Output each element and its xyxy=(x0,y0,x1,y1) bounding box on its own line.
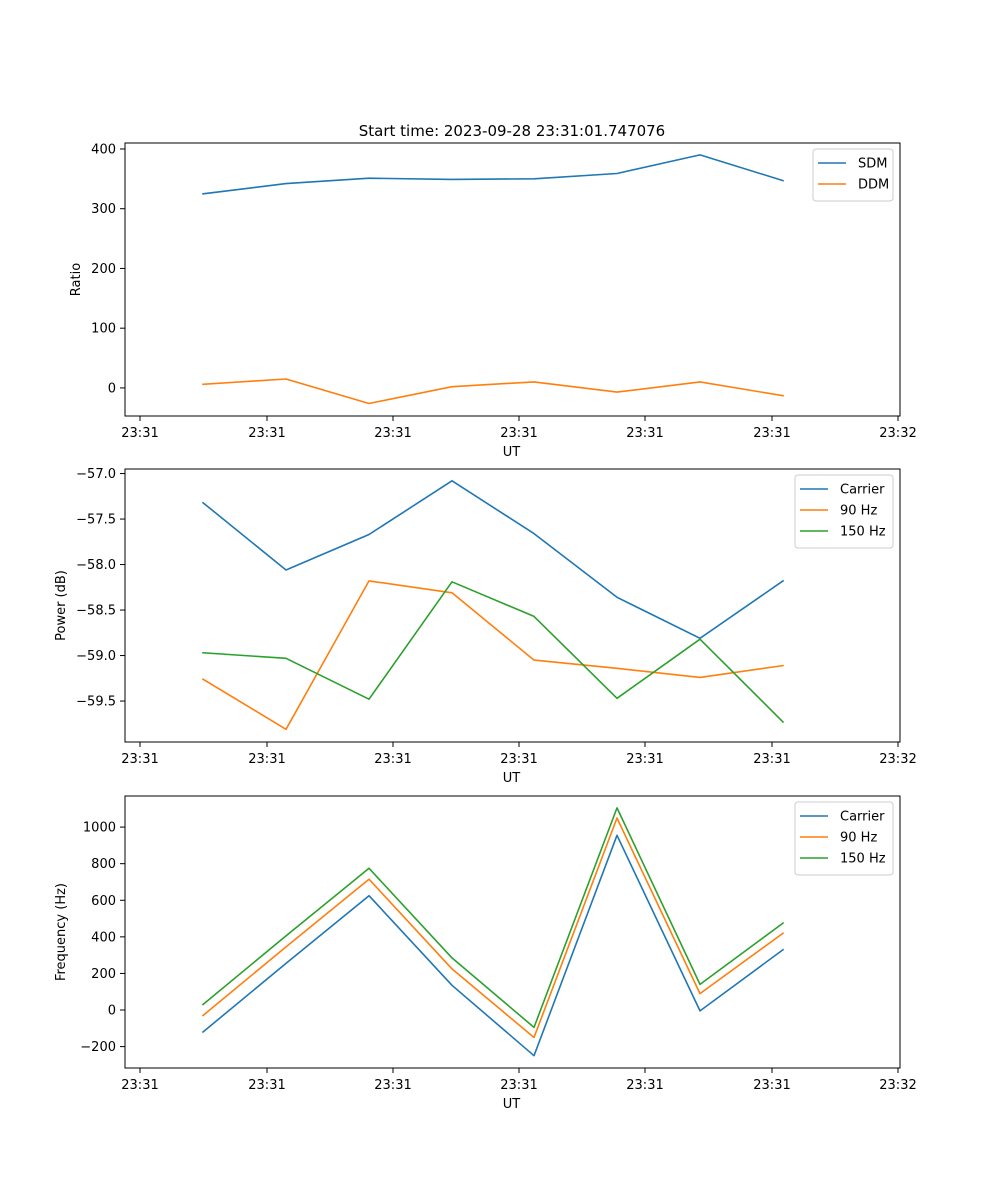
y-tick-label: 400 xyxy=(91,142,116,157)
y-tick-label: 800 xyxy=(91,857,116,872)
x-tick-label: 23:31 xyxy=(248,1078,285,1093)
y-tick-label: 0 xyxy=(108,1004,116,1019)
x-tick-label: 23:31 xyxy=(121,1078,158,1093)
y-tick-label: −58.0 xyxy=(76,558,116,573)
subplot-2: 23:31 23:31 23:31 23:31 23:31 23:31 23:32 −59.5… xyxy=(54,467,917,786)
legend: Carrier 90 Hz 150 Hz xyxy=(794,474,894,549)
legend-entry: DDM xyxy=(858,178,889,193)
legend-entry: SDM xyxy=(858,157,887,172)
x-tick-label: 23:31 xyxy=(248,426,285,441)
x-tick-label: 23:31 xyxy=(374,1078,411,1093)
series-line-carrier xyxy=(201,834,785,1057)
y-tick-label: −58.5 xyxy=(76,604,116,619)
subplot-1: 23:31 23:31 23:31 23:31 23:31 23:31 23:32 0 100 2… xyxy=(69,142,917,460)
x-tick-label: 23:31 xyxy=(374,426,411,441)
x-axis-label: UT xyxy=(503,1097,521,1112)
y-tick-label: 600 xyxy=(91,894,116,909)
y-tick-label: 100 xyxy=(91,322,116,337)
series-line-sdm xyxy=(202,154,785,195)
axes-frame xyxy=(124,795,901,1069)
legend: SDM DDM xyxy=(812,148,894,202)
y-axis-label: Ratio xyxy=(69,263,84,296)
legend-entry: Carrier xyxy=(840,483,885,498)
y-tick-label: −200 xyxy=(80,1040,116,1055)
legend-entry: 150 Hz xyxy=(840,525,886,540)
x-tick-label: 23:31 xyxy=(500,1078,537,1093)
x-axis-label: UT xyxy=(503,771,521,786)
x-tick-label: 23:31 xyxy=(753,1078,790,1093)
y-tick-label: 200 xyxy=(91,967,116,982)
figure-title: Start time: 2023-09-28 23:31:01.747076 xyxy=(359,122,665,140)
y-axis-label: Power (dB) xyxy=(54,570,69,641)
x-tick-label: 23:31 xyxy=(626,752,663,767)
y-tick-label: 0 xyxy=(108,381,116,396)
x-tick-label: 23:31 xyxy=(121,752,158,767)
legend-box xyxy=(812,148,894,202)
x-tick-label: 23:31 xyxy=(500,752,537,767)
x-tick-label: 23:31 xyxy=(374,752,411,767)
legend-entry: 150 Hz xyxy=(840,852,886,867)
legend: Carrier 90 Hz 150 Hz xyxy=(794,801,894,876)
x-axis-label: UT xyxy=(503,445,521,460)
series-line-carrier xyxy=(201,479,785,640)
x-tick-label: 23:32 xyxy=(879,1078,916,1093)
x-tick-label: 23:31 xyxy=(753,752,790,767)
x-tick-label: 23:31 xyxy=(248,752,285,767)
y-tick-label: 200 xyxy=(91,262,116,277)
legend-entry: 90 Hz xyxy=(840,831,877,846)
subplots: 23:31 23:31 23:31 23:31 23:31 23:31 23:32 0 100 2… xyxy=(54,142,917,1112)
x-tick-label: 23:32 xyxy=(879,426,916,441)
y-tick-label: 1000 xyxy=(83,821,116,836)
legend-entry: 90 Hz xyxy=(840,504,877,519)
legend-box xyxy=(794,801,894,876)
x-tick-label: 23:31 xyxy=(626,426,663,441)
legend-box xyxy=(794,474,894,549)
x-tick-label: 23:32 xyxy=(879,752,916,767)
subplot-3: 23:31 23:31 23:31 23:31 23:31 23:31 23:32 −200 0… xyxy=(54,795,917,1112)
axes-frame xyxy=(124,468,901,743)
series-line-90-hz xyxy=(201,817,785,1039)
x-tick-label: 23:31 xyxy=(753,426,790,441)
y-tick-label: 400 xyxy=(91,930,116,945)
x-tick-label: 23:31 xyxy=(121,426,158,441)
axes-frame xyxy=(124,142,901,417)
y-tick-label: −57.5 xyxy=(76,513,116,528)
series-line-150-hz xyxy=(202,580,785,724)
y-axis-label: Frequency (Hz) xyxy=(54,883,69,981)
y-tick-label: −59.5 xyxy=(76,695,116,710)
x-tick-label: 23:31 xyxy=(626,1078,663,1093)
y-tick-label: −57.0 xyxy=(76,467,116,482)
y-tick-label: −59.0 xyxy=(76,649,116,664)
x-tick-label: 23:31 xyxy=(500,426,537,441)
series-line-90-hz xyxy=(201,580,784,731)
series-line-150-hz xyxy=(201,807,785,1029)
legend-entry: Carrier xyxy=(840,810,885,825)
y-tick-label: 300 xyxy=(91,202,116,217)
series-line-ddm xyxy=(202,378,784,405)
